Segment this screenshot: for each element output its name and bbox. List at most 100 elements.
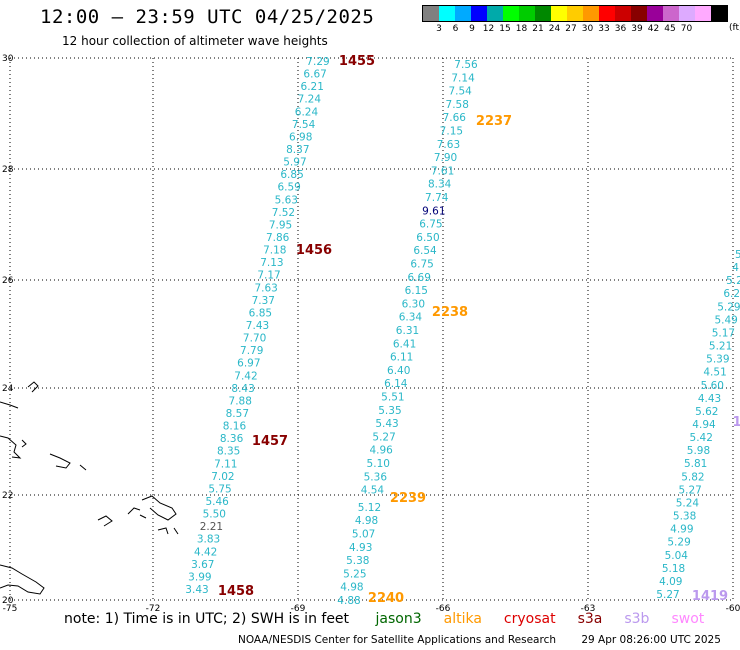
- wave-height-value: 3.83: [197, 534, 220, 546]
- wave-height-value: 5.43: [375, 418, 398, 430]
- wave-height-value: 5.42: [690, 432, 713, 444]
- wave-height-value: 3.43: [185, 584, 208, 596]
- wave-height-value: 5.46: [205, 496, 229, 508]
- wave-height-value: 3.67: [191, 559, 214, 571]
- wave-height-value: 5.17: [712, 327, 735, 339]
- wave-height-value: 8.57: [226, 408, 249, 420]
- footer-credit: NOAA/NESDIS Center for Satellite Applica…: [238, 634, 556, 646]
- orbit-number-label: 1455: [339, 54, 375, 69]
- map-subtitle: 12 hour collection of altimeter wave hei…: [62, 34, 328, 48]
- wave-height-value: 6.2: [723, 288, 740, 300]
- x-axis-label: -60: [726, 604, 740, 614]
- wave-height-value: 5.36: [364, 471, 388, 483]
- legend-swatch: [471, 6, 487, 21]
- legend-label: 42: [647, 24, 660, 34]
- footer: NOAA/NESDIS Center for Satellite Applica…: [238, 634, 721, 646]
- x-axis-label: -66: [436, 604, 451, 614]
- x-axis-label: -63: [581, 604, 596, 614]
- wave-height-value: 3.99: [188, 571, 211, 583]
- wave-height-value: 7.58: [446, 99, 469, 111]
- legend-swatch: [519, 6, 535, 21]
- wave-height-value: 7.90: [434, 152, 457, 164]
- legend-unit: (ft): [729, 23, 740, 33]
- legend-label: 33: [598, 24, 610, 34]
- wave-height-value: 6.31: [396, 325, 419, 337]
- wave-height-value: 7.79: [240, 345, 263, 357]
- legend-label: 36: [614, 24, 627, 34]
- wave-height-value: 7.24: [298, 94, 322, 106]
- wave-height-value: 5.51: [381, 392, 404, 404]
- wave-height-value: 7.37: [252, 295, 275, 307]
- wave-height-value: 7.17: [257, 270, 280, 282]
- legend-label: 3: [436, 24, 442, 34]
- mission-swot: swot: [671, 611, 705, 627]
- wave-height-value: 5.98: [687, 445, 710, 457]
- wave-height-value: 5.2: [726, 275, 740, 287]
- wave-height-value: 7.74: [425, 192, 449, 204]
- legend-labels: 3 6 9 12 15 18 21 24 27 30 33 36 39 42 45 70: [422, 24, 728, 36]
- wave-height-value: 7.88: [229, 395, 252, 407]
- legend-swatch: [615, 6, 631, 21]
- mission-altika: altika: [443, 611, 482, 627]
- wave-height-value: 6.85: [249, 307, 272, 319]
- wave-height-value: 4.94: [692, 419, 716, 431]
- wave-height-value: 6.75: [419, 219, 442, 231]
- wave-height-value: 7.15: [440, 126, 463, 138]
- wave-height-value: 4.98: [340, 582, 363, 594]
- wave-height-value: 5.75: [208, 483, 231, 495]
- y-axis-label: 24: [2, 384, 14, 394]
- coastline: [0, 381, 179, 595]
- wave-height-value: 5.60: [701, 380, 724, 392]
- legend-label: 39: [631, 24, 643, 34]
- wave-height-value: 6.75: [410, 259, 433, 271]
- wave-height-value: 8.34: [428, 179, 452, 191]
- orbit-number-label: 1457: [252, 434, 288, 449]
- wave-height-value: 6.14: [384, 378, 408, 390]
- wave-height-value: 5.39: [706, 354, 729, 366]
- wave-height-value: 7.52: [272, 207, 295, 219]
- wave-height-value: 5.27: [678, 484, 701, 496]
- wave-height-value: 5.21: [709, 341, 732, 353]
- legend-swatch: [583, 6, 599, 21]
- x-axis-label: -69: [291, 604, 306, 614]
- legend-label: 15: [499, 24, 511, 34]
- wave-height-value: 6.30: [402, 298, 425, 310]
- satellite-tracks: 7.296.676.217.246.247.546.988.375.976.85…: [185, 56, 740, 607]
- legend-label: 18: [515, 24, 528, 34]
- legend-swatch: [631, 6, 647, 21]
- map-grid: [9, 57, 734, 601]
- legend-label: 70: [680, 24, 693, 34]
- wave-height-value: 4.54: [361, 485, 385, 497]
- legend-swatch: [423, 6, 439, 21]
- wave-height-value: 6.59: [277, 182, 300, 194]
- wave-height-value: 8.37: [286, 144, 309, 156]
- wave-height-value: 7.63: [254, 282, 277, 294]
- wave-height-value: 5.18: [662, 563, 685, 575]
- wave-height-value: 5.24: [676, 497, 700, 509]
- wave-height-value: 5.38: [673, 511, 696, 523]
- mission-jason3: jason3: [375, 611, 422, 627]
- wave-height-value: 6.97: [237, 358, 260, 370]
- wave-height-value: 5.: [735, 249, 740, 261]
- wave-height-value: 6.40: [387, 365, 410, 377]
- wave-height-value: 6.24: [295, 106, 319, 118]
- wave-height-value: 4.: [732, 262, 740, 274]
- wave-height-value: 5.81: [684, 458, 707, 470]
- legend-swatch: [679, 6, 695, 21]
- wave-height-value: 7.29: [306, 56, 329, 68]
- footer-timestamp: 29 Apr 08:26:00 UTC 2025: [581, 634, 721, 646]
- legend-swatch: [695, 6, 711, 21]
- legend-label: 30: [581, 24, 594, 34]
- legend-swatch: [455, 6, 471, 21]
- wave-height-value: 6.69: [408, 272, 431, 284]
- legend-swatch: [535, 6, 551, 21]
- mission-s3b: s3b: [624, 611, 650, 627]
- y-axis-label: 20: [2, 596, 14, 606]
- wave-height-value: 5.35: [378, 405, 401, 417]
- wave-height-value: 4.42: [194, 546, 217, 558]
- wave-height-value: 5.97: [283, 157, 306, 169]
- wave-height-value: 6.11: [390, 352, 413, 364]
- wave-height-value: 5.82: [681, 471, 704, 483]
